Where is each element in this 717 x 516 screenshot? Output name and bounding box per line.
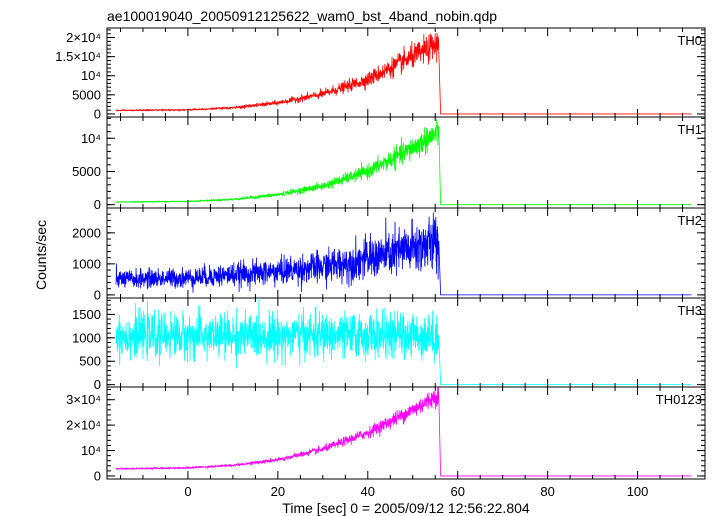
panel-frame (106, 27, 706, 118)
panel-label: TH3 (677, 303, 702, 318)
series-line-th0123 (115, 386, 692, 477)
panel-frame (106, 386, 706, 480)
y-tick-label: 3×10⁴ (66, 392, 101, 407)
y-tick-label: 0 (94, 287, 101, 302)
y-tick-label: 0 (94, 468, 101, 483)
y-tick-label: 2×10⁴ (66, 30, 101, 45)
panel-label: TH1 (677, 122, 702, 137)
y-tick-label: 1000 (72, 256, 101, 271)
x-tick-label: 40 (361, 484, 375, 499)
y-tick-label: 5000 (72, 164, 101, 179)
y-tick-label: 500 (79, 354, 101, 369)
x-tick-label: 80 (540, 484, 554, 499)
y-tick-label: 2000 (72, 225, 101, 240)
series-line-th0 (115, 32, 692, 115)
panel-frame (106, 116, 706, 209)
series-line-th1 (115, 118, 692, 206)
y-tick-label: 0 (94, 377, 101, 392)
x-tick-label: 0 (184, 484, 191, 499)
series-line-th3 (115, 297, 692, 386)
panel-label: TH2 (677, 213, 702, 228)
y-tick-label: 0 (94, 106, 101, 121)
panel-th1: 0 5000 10⁴ TH1 (72, 116, 706, 212)
y-tick-label: 1.5×10⁴ (55, 49, 101, 64)
panel-label: TH0123 (656, 392, 702, 407)
x-tick-label: 100 (627, 484, 649, 499)
x-axis-label: Time [sec] 0 = 2005/09/12 12:56:22.804 (282, 500, 530, 516)
y-tick-label: 10⁴ (81, 68, 101, 83)
panel-th0: 0 5000 10⁴ 1.5×10⁴ 2×10⁴ TH0 (55, 27, 706, 121)
y-tick-label: 2×10⁴ (66, 418, 101, 433)
x-tick-label: 60 (450, 484, 464, 499)
series-line-th2 (115, 212, 692, 296)
chart-title: ae100019040_20050912125622_wam0_bst_4ban… (107, 8, 497, 24)
y-tick-label: 0 (94, 197, 101, 212)
panel-th0123: 0 10⁴ 2×10⁴ 3×10⁴ TH0123 (66, 386, 706, 483)
y-tick-label: 10⁴ (81, 131, 101, 146)
y-axis-label: Counts/sec (33, 220, 49, 290)
panel-th2: 0 1000 2000 TH2 (72, 207, 706, 302)
y-tick-label: 1000 (72, 330, 101, 345)
y-tick-label: 1500 (72, 307, 101, 322)
panel-label: TH0 (677, 33, 702, 48)
y-tick-label: 10⁴ (81, 443, 101, 458)
x-tick-label: 20 (271, 484, 285, 499)
y-tick-label: 5000 (72, 87, 101, 102)
panel-th3: 0 500 1000 1500 TH3 (72, 297, 706, 392)
